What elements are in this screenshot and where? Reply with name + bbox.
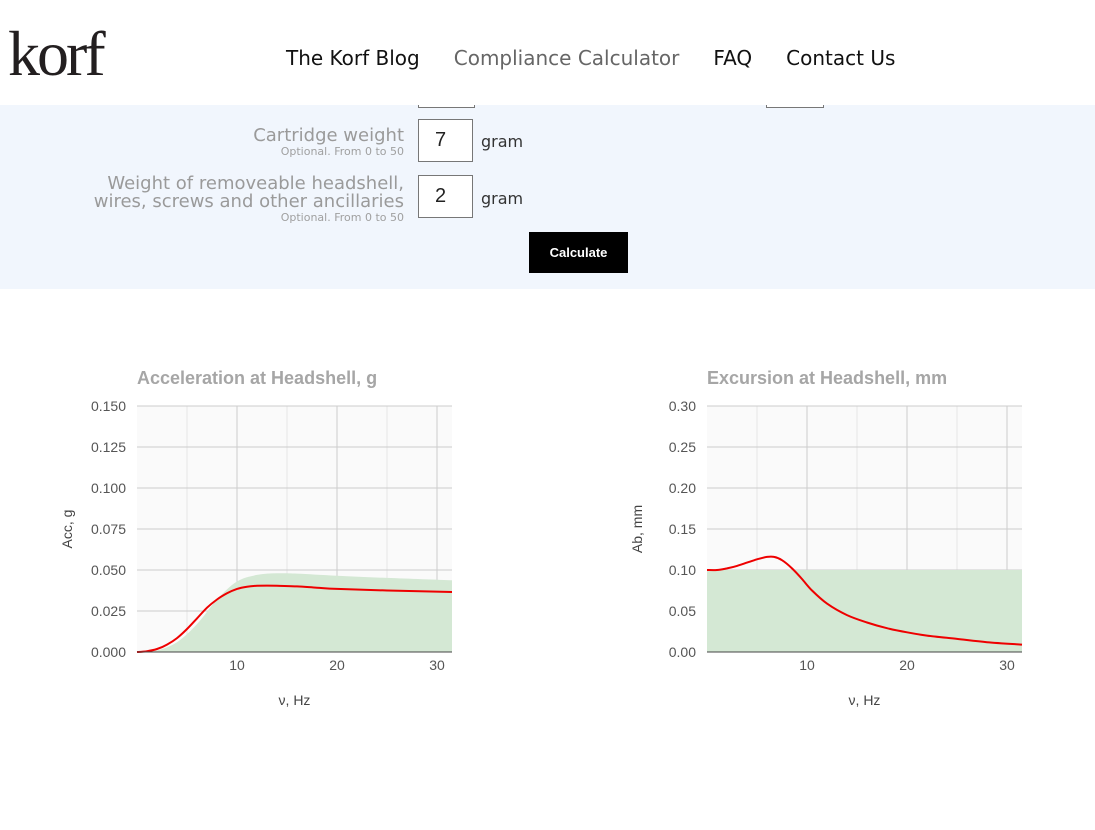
y-tick-label: 0.15 (669, 521, 696, 537)
nav-link-faq[interactable]: FAQ (713, 46, 753, 70)
y-tick-label: 0.30 (669, 398, 696, 414)
headshell-weight-label-line1: Weight of removeable headshell, (107, 173, 404, 194)
nav-link-contact-us[interactable]: Contact Us (786, 46, 896, 70)
main-nav: The Korf Blog Compliance Calculator FAQ … (286, 44, 929, 72)
excursion-chart: 0.00 0.05 0.10 0.15 0.20 0.25 0.30 10 20 30 Excurs… (620, 360, 1040, 720)
y-tick-label: 0.150 (91, 398, 126, 414)
y-tick-label: 0.25 (669, 439, 696, 455)
y-tick-label: 0.000 (91, 644, 126, 660)
x-tick-label: 10 (799, 657, 815, 673)
headshell-weight-hint: Optional. From 0 to 50 (280, 211, 404, 224)
line-series (136, 584, 453, 653)
chart-svg: 0.000 0.025 0.050 0.075 0.100 0.125 0.150 10 20 3… (59, 368, 453, 708)
headshell-weight-label-line2: wires, screws and other ancillaries (93, 191, 404, 212)
cartridge-weight-label-text: Cartridge weight (253, 125, 404, 146)
korf-logo[interactable]: korf (8, 18, 106, 89)
chart-svg: 0.00 0.05 0.10 0.15 0.20 0.25 0.30 10 20 30 Excurs… (629, 368, 1023, 708)
site-header: korf The Korf Blog Compliance Calculator… (0, 0, 1095, 105)
cartridge-weight-hint: Optional. From 0 to 50 (280, 145, 404, 158)
y-tick-label: 0.125 (91, 439, 126, 455)
x-tick-label: 20 (899, 657, 915, 673)
y-tick-label: 0.050 (91, 562, 126, 578)
x-tick-label: 10 (229, 657, 245, 673)
y-tick-label: 0.075 (91, 521, 126, 537)
headshell-weight-unit: gram (481, 189, 524, 208)
calculator-form: Cartridge weight Optional. From 0 to 50 … (0, 97, 1095, 289)
y-tick-label: 0.20 (669, 480, 696, 496)
y-tick-label: 0.025 (91, 603, 126, 619)
chart-title: Excursion at Headshell, mm (707, 368, 947, 388)
cartridge-weight-label: Cartridge weight Optional. From 0 to 50 (253, 125, 404, 159)
y-tick-label: 0.100 (91, 480, 126, 496)
headshell-weight-label: Weight of removeable headshell, wires, s… (93, 173, 404, 225)
y-axis-label: Ab, mm (629, 505, 645, 553)
x-tick-label: 20 (329, 657, 345, 673)
cartridge-weight-input[interactable]: 7 (418, 119, 473, 162)
cartridge-weight-unit: gram (481, 132, 524, 151)
nav-link-compliance-calculator[interactable]: Compliance Calculator (453, 46, 680, 70)
area-series (707, 570, 1022, 652)
y-tick-label: 0.00 (669, 644, 696, 660)
x-tick-label: 30 (999, 657, 1015, 673)
nav-link-blog[interactable]: The Korf Blog (286, 46, 420, 70)
acceleration-chart: 0.000 0.025 0.050 0.075 0.100 0.125 0.150 10 20 3… (50, 360, 470, 720)
x-axis-label: ν, Hz (279, 692, 311, 708)
y-axis-label: Acc, g (59, 510, 75, 549)
y-tick-label: 0.10 (669, 562, 696, 578)
x-tick-label: 30 (429, 657, 445, 673)
area-series (137, 573, 452, 652)
y-tick-label: 0.05 (669, 603, 696, 619)
x-axis-label: ν, Hz (849, 692, 881, 708)
line-series (706, 555, 1023, 646)
headshell-weight-input[interactable]: 2 (418, 175, 473, 218)
chart-title: Acceleration at Headshell, g (137, 368, 377, 388)
calculate-button[interactable]: Calculate (529, 232, 628, 273)
